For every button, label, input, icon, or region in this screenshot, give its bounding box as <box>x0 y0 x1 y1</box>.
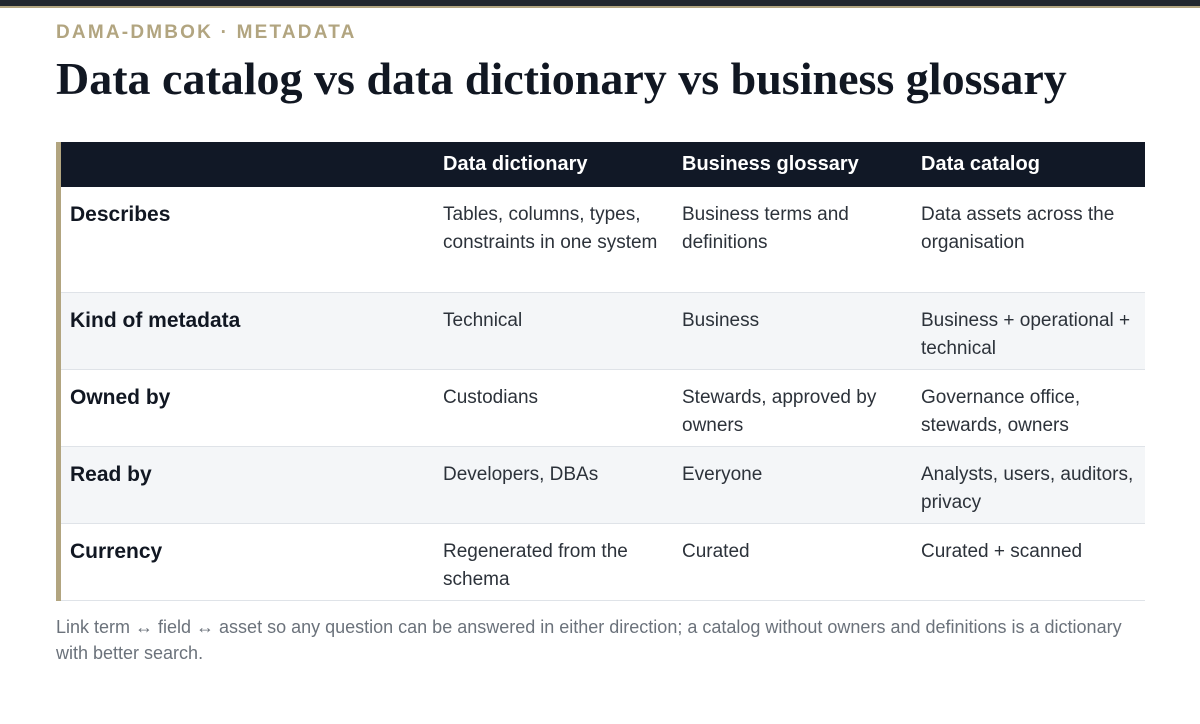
cell-data-catalog: Data assets across the organisation <box>921 204 1115 253</box>
cell-data-dictionary: Regenerated from the schema <box>443 540 628 590</box>
table-body: Describes Tables, columns, types, constr… <box>61 187 1145 600</box>
table-header: Data dictionary Business glossary Data c… <box>61 142 1145 187</box>
comparison-table: Data dictionary Business glossary Data c… <box>61 142 1145 601</box>
column-header-business-glossary: Business glossary <box>682 153 859 175</box>
row-label: Currency <box>70 539 163 563</box>
row-label: Read by <box>70 462 152 486</box>
column-header-blank <box>61 142 434 187</box>
table-row-owned-by: Owned by Custodians Stewards, approved b… <box>61 369 1145 446</box>
table-header-row: Data dictionary Business glossary Data c… <box>61 142 1145 187</box>
cell-business-glossary: Everyone <box>682 463 763 485</box>
cell-data-dictionary: Developers, DBAs <box>443 463 599 485</box>
cell-data-catalog: Analysts, users, auditors, privacy <box>921 463 1134 513</box>
table-row-read-by: Read by Developers, DBAs Everyone Analys… <box>61 446 1145 523</box>
cell-business-glossary: Business terms and definitions <box>682 204 849 253</box>
cell-business-glossary: Business <box>682 309 760 331</box>
column-header-data-catalog: Data catalog <box>921 153 1040 175</box>
cell-data-dictionary: Tables, columns, types, constraints in o… <box>443 204 658 253</box>
row-label: Describes <box>70 203 171 226</box>
cell-data-catalog: Business + operational + technical <box>921 309 1131 359</box>
table-row-kind-of-metadata: Kind of metadata Technical Business Busi… <box>61 292 1145 369</box>
cell-data-dictionary: Technical <box>443 309 523 331</box>
eyebrow-label: DAMA-DMBOK · METADATA <box>56 22 357 43</box>
cell-business-glossary: Stewards, approved by owners <box>682 386 877 436</box>
column-header-data-dictionary: Data dictionary <box>443 153 588 175</box>
comparison-table-container: Data dictionary Business glossary Data c… <box>56 142 1145 601</box>
page-title: Data catalog vs data dictionary vs busin… <box>56 53 1067 104</box>
footnote: Link term ↔ field ↔ asset so any questio… <box>56 617 1122 663</box>
table-row-describes: Describes Tables, columns, types, constr… <box>61 187 1145 292</box>
table-row-currency: Currency Regenerated from the schema Cur… <box>61 523 1145 600</box>
row-label: Owned by <box>70 385 171 409</box>
cell-data-catalog: Curated + scanned <box>921 540 1083 562</box>
cell-data-dictionary: Custodians <box>443 386 539 408</box>
row-label: Kind of metadata <box>70 308 241 332</box>
cell-business-glossary: Curated <box>682 540 750 562</box>
cell-data-catalog: Governance office, stewards, owners <box>921 386 1081 436</box>
top-rule <box>0 0 1200 8</box>
